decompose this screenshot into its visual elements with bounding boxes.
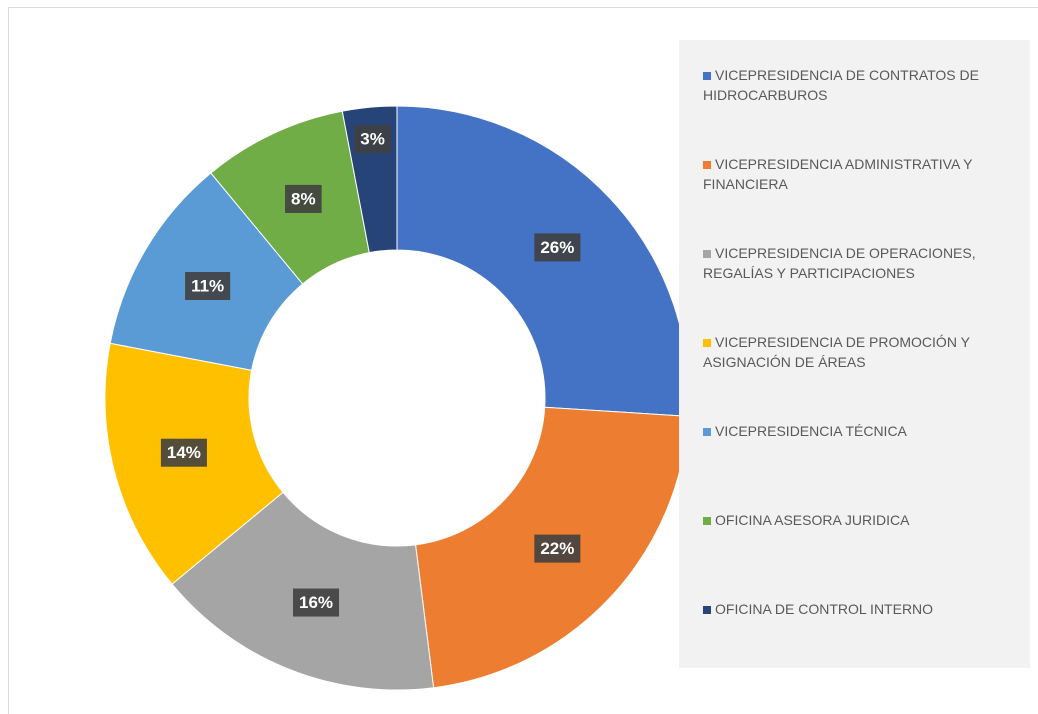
legend-swatch (703, 517, 711, 525)
legend-label: VICEPRESIDENCIA DE PROMOCIÓN Y ASIGNACIÓ… (703, 334, 970, 370)
data-label-text: 11% (191, 276, 224, 295)
data-label: 22% (534, 534, 581, 563)
data-label: 3% (354, 125, 391, 154)
legend-item: VICEPRESIDENCIA DE CONTRATOS DE HIDROCAR… (703, 65, 1023, 105)
legend-label: OFICINA DE CONTROL INTERNO (715, 601, 934, 617)
data-label: 16% (292, 588, 340, 617)
data-label-text: 8% (291, 189, 316, 208)
legend-item: VICEPRESIDENCIA DE OPERACIONES, REGALÍAS… (703, 243, 1023, 283)
data-label-box (160, 438, 207, 467)
legend-swatch (703, 161, 711, 169)
legend-swatch (703, 428, 711, 436)
legend: VICEPRESIDENCIA DE CONTRATOS DE HIDROCAR… (679, 40, 1030, 668)
legend-item: OFICINA ASESORA JURIDICA (703, 510, 1023, 530)
legend-item: VICEPRESIDENCIA ADMINISTRATIVA Y FINANCI… (703, 154, 1023, 194)
legend-swatch (703, 250, 711, 258)
data-label-box (354, 125, 391, 154)
data-label-text: 16% (299, 593, 333, 612)
data-label-text: 22% (540, 539, 574, 558)
legend-item: OFICINA DE CONTROL INTERNO (703, 599, 1023, 619)
data-label-text: 3% (360, 130, 385, 149)
legend-swatch (703, 339, 711, 347)
data-label: 11% (185, 272, 231, 301)
legend-label: OFICINA ASESORA JURIDICA (715, 512, 910, 528)
legend-swatch (703, 72, 711, 80)
data-label-box (534, 534, 581, 563)
data-label: 8% (285, 184, 322, 213)
legend-item: VICEPRESIDENCIA TÉCNICA (703, 421, 1023, 441)
chart-frame (8, 7, 1038, 714)
data-label-box (534, 233, 581, 262)
data-label-box (185, 272, 231, 301)
data-label-box (292, 588, 340, 617)
legend-swatch (703, 606, 711, 614)
legend-label: VICEPRESIDENCIA DE CONTRATOS DE HIDROCAR… (703, 67, 979, 103)
legend-label: VICEPRESIDENCIA ADMINISTRATIVA Y FINANCI… (703, 156, 973, 192)
legend-label: VICEPRESIDENCIA DE OPERACIONES, REGALÍAS… (703, 245, 976, 281)
data-label: 14% (160, 438, 207, 467)
data-label: 26% (534, 233, 581, 262)
legend-label: VICEPRESIDENCIA TÉCNICA (715, 423, 907, 439)
data-label-text: 26% (540, 238, 574, 257)
legend-item: VICEPRESIDENCIA DE PROMOCIÓN Y ASIGNACIÓ… (703, 332, 1023, 372)
data-label-text: 14% (167, 443, 201, 462)
data-label-box (285, 184, 322, 213)
